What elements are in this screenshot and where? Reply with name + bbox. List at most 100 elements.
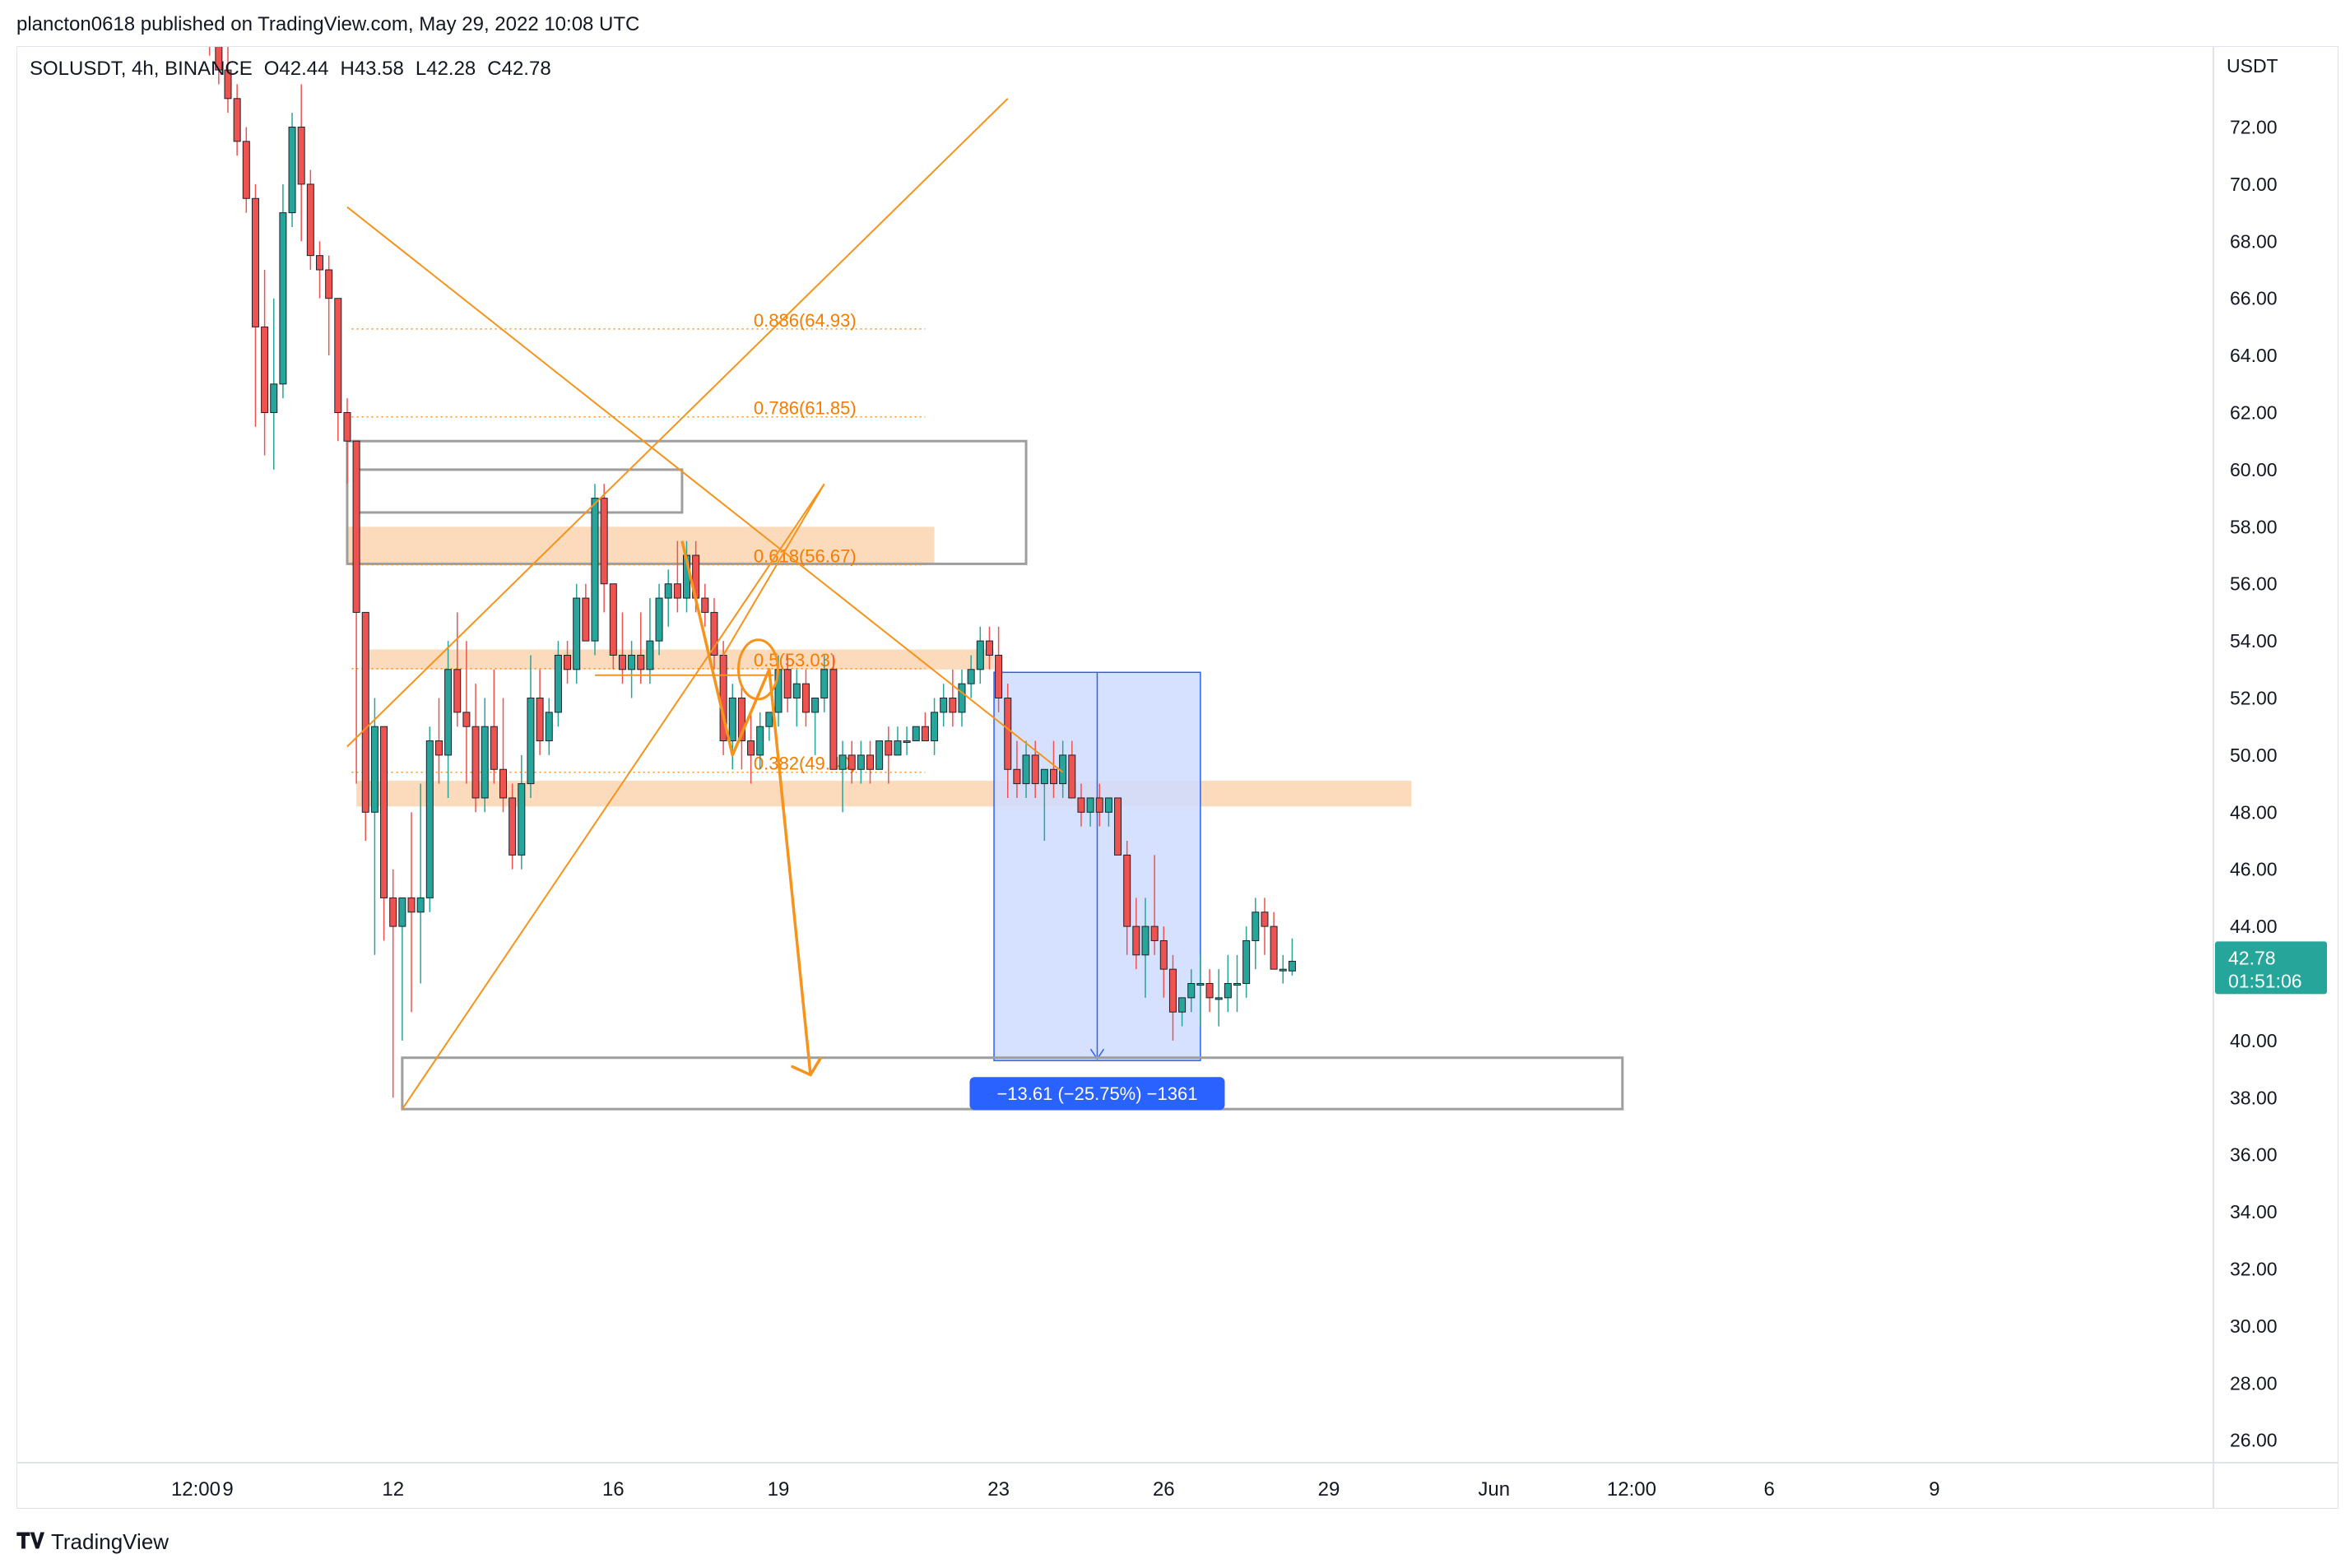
candle[interactable]: [719, 641, 727, 755]
candle[interactable]: [334, 298, 342, 442]
candle[interactable]: [912, 726, 920, 742]
plot-area[interactable]: 0.886(64.93) 0.786(61.85) 0.618(56.67) 0.5(…: [207, 0, 1624, 1111]
candle[interactable]: [1252, 898, 1260, 970]
candle[interactable]: [875, 740, 884, 770]
candle[interactable]: [1086, 797, 1094, 827]
candle[interactable]: [1104, 797, 1112, 827]
candle[interactable]: [1224, 954, 1232, 1013]
candle[interactable]: [325, 255, 333, 356]
candle[interactable]: [444, 641, 453, 798]
candle[interactable]: [894, 726, 902, 756]
candle[interactable]: [646, 598, 654, 684]
candle[interactable]: [609, 583, 617, 670]
candle[interactable]: [527, 655, 535, 798]
candle[interactable]: [251, 183, 259, 427]
candle[interactable]: [811, 698, 820, 755]
candle[interactable]: [380, 726, 388, 941]
candle[interactable]: [1205, 969, 1214, 1013]
candle[interactable]: [462, 641, 471, 784]
candle[interactable]: [573, 583, 581, 684]
trend-line[interactable]: [346, 98, 1009, 748]
candle[interactable]: [903, 726, 911, 755]
candle[interactable]: [820, 655, 829, 712]
candle[interactable]: [343, 398, 351, 485]
candle[interactable]: [618, 612, 626, 684]
candle[interactable]: [242, 127, 250, 213]
candle[interactable]: [655, 583, 663, 656]
candle[interactable]: [1168, 954, 1177, 1041]
candle[interactable]: [1270, 912, 1278, 970]
candle[interactable]: [921, 712, 929, 742]
candle[interactable]: [453, 612, 462, 727]
candle[interactable]: [207, 0, 213, 56]
candle[interactable]: [499, 698, 507, 813]
trend-line[interactable]: [402, 483, 825, 1110]
trend-line[interactable]: [346, 206, 1064, 773]
candle[interactable]: [756, 712, 764, 770]
candle[interactable]: [518, 754, 526, 870]
candle[interactable]: [866, 740, 874, 784]
candle[interactable]: [940, 684, 948, 727]
candle[interactable]: [352, 440, 360, 784]
projection-path[interactable]: [680, 540, 812, 1075]
candle[interactable]: [545, 698, 553, 755]
candle[interactable]: [701, 583, 709, 627]
candle[interactable]: [554, 641, 562, 727]
candle[interactable]: [949, 669, 957, 727]
candle[interactable]: [1214, 969, 1223, 1027]
candle[interactable]: [792, 669, 801, 727]
candle[interactable]: [1196, 954, 1205, 1027]
legend-symbol[interactable]: SOLUSDT, 4h, BINANCE: [30, 58, 253, 80]
candle[interactable]: [637, 612, 645, 684]
candle[interactable]: [628, 641, 636, 698]
candle[interactable]: [1040, 768, 1048, 841]
candle[interactable]: [737, 684, 745, 770]
candle[interactable]: [976, 626, 984, 684]
candle[interactable]: [801, 669, 810, 727]
candle[interactable]: [591, 484, 599, 656]
candle[interactable]: [1242, 926, 1251, 998]
candle[interactable]: [1261, 898, 1269, 955]
candle[interactable]: [233, 84, 241, 156]
candle[interactable]: [224, 41, 232, 114]
candle[interactable]: [664, 569, 672, 627]
candle[interactable]: [1187, 969, 1196, 1013]
time-axis[interactable]: 12:00 9 12 16 19 23 26 29 Jun 12:00 6 9: [171, 1478, 1940, 1501]
candle[interactable]: [1068, 740, 1076, 799]
rectangle-drawing[interactable]: [355, 468, 684, 514]
candle[interactable]: [306, 169, 314, 270]
candle[interactable]: [416, 783, 425, 984]
candle[interactable]: [1013, 740, 1021, 798]
candle[interactable]: [361, 611, 369, 841]
candle[interactable]: [471, 684, 480, 813]
tradingview-logo[interactable]: 𝐓𝐕 TradingView: [16, 1529, 169, 1555]
candle[interactable]: [297, 84, 305, 242]
candle[interactable]: [509, 783, 517, 870]
candle[interactable]: [398, 897, 406, 1041]
candle[interactable]: [1141, 898, 1149, 998]
candle[interactable]: [958, 669, 966, 727]
candle[interactable]: [885, 726, 893, 784]
candle[interactable]: [1150, 855, 1159, 955]
supply-demand-zone[interactable]: [346, 527, 935, 564]
circle-marker[interactable]: [736, 638, 779, 701]
candle[interactable]: [582, 583, 590, 642]
candle[interactable]: [1114, 797, 1122, 856]
candle[interactable]: [1233, 954, 1241, 1013]
candle[interactable]: [1095, 783, 1103, 827]
price-axis[interactable]: USDT 72.00 70.00 68.00 66.00 64.00 62.00 60.00 5…: [2227, 55, 2278, 1451]
candle[interactable]: [829, 655, 838, 770]
candle[interactable]: [1123, 841, 1131, 955]
candle[interactable]: [270, 298, 278, 470]
candle[interactable]: [279, 183, 287, 399]
candle[interactable]: [288, 113, 296, 227]
candle[interactable]: [747, 712, 755, 784]
trend-line[interactable]: [722, 483, 825, 656]
supply-demand-zone[interactable]: [356, 781, 1412, 807]
candle[interactable]: [967, 655, 975, 698]
candle[interactable]: [783, 655, 792, 712]
candle[interactable]: [536, 669, 544, 755]
candle[interactable]: [985, 626, 993, 670]
candle[interactable]: [215, 27, 223, 85]
